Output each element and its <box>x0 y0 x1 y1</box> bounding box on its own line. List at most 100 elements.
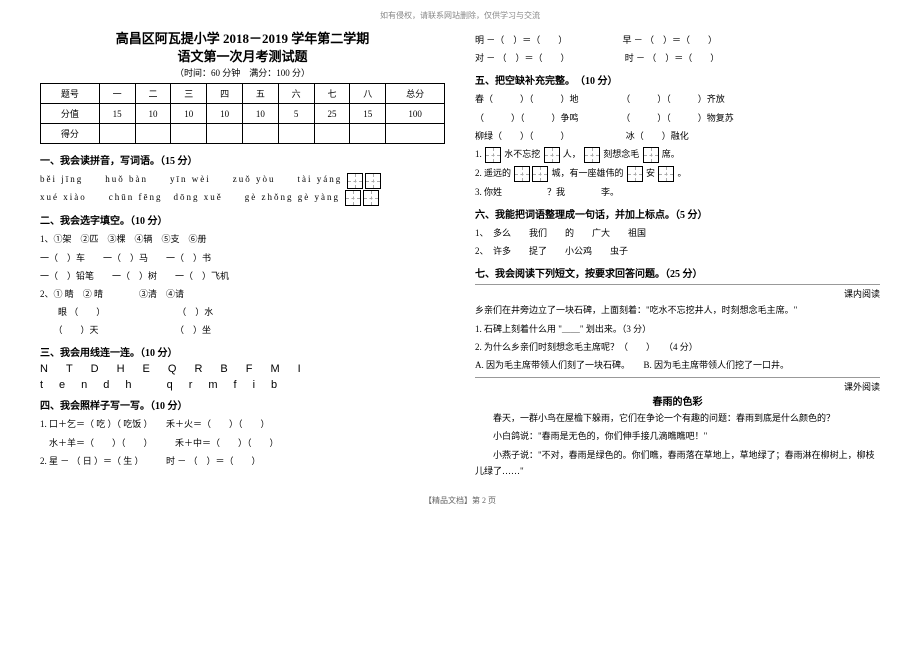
footer-text: 【精品文档】第 2 页 <box>0 495 920 506</box>
section-1-heading: 一、我会读拼音，写词语。（15 分） <box>40 152 445 167</box>
cell <box>278 124 314 144</box>
t: 。 <box>678 168 687 178</box>
inner-reading-label: 课内阅读 <box>475 284 880 300</box>
cell: 五 <box>242 84 278 104</box>
cell <box>135 124 171 144</box>
text-line: 水＋羊＝（ ）（ ） 禾＋中＝（ ）（ ） <box>40 435 445 451</box>
passage-line: 春天，一群小鸟在屋檐下躲雨，它们在争论一个有趣的问题：春雨到底是什么颜色的？ <box>475 410 880 426</box>
uppercase-row: NTDHEQRBFMI <box>40 363 445 375</box>
t: 安 <box>646 168 655 178</box>
text-line: 乡亲们在井旁边立了一块石碑，上面刻着："吃水不忘挖井人，时刻想念毛主席。" <box>475 302 880 318</box>
title-line2: 语文第一次月考测试题 <box>40 48 445 66</box>
page-container: 高昌区阿瓦提小学 2018－2019 学年第二学期 语文第一次月考测试题 （时间… <box>0 0 920 491</box>
fill-text: （ ）（ ）齐放 <box>626 94 725 104</box>
tianzi-box <box>532 166 548 182</box>
tianzi-box <box>514 166 530 182</box>
text-line: 3. 你姓 ？我 李。 <box>475 184 880 200</box>
text-line: 一（ ）车 一（ ）马 一（ ）书 <box>40 250 445 266</box>
table-row: 得分 <box>41 124 445 144</box>
cell <box>386 124 445 144</box>
cell: 10 <box>171 104 207 124</box>
cell: 三 <box>171 84 207 104</box>
section-2-heading: 二、我会选字填空。（10 分） <box>40 212 445 227</box>
section-3-heading: 三、我会用线连一连。（10 分） <box>40 344 445 359</box>
cell: 二 <box>135 84 171 104</box>
text-line: A. 因为毛主席带领人们刻了一块石碑。 B. 因为毛主席带领人们挖了一口井。 <box>475 357 880 373</box>
fill-text: 春（ ）（ ）地 <box>475 94 579 104</box>
pair-text: 明 －（ ）＝（ ） <box>475 32 567 48</box>
lowercase-row: tendh qrmfib <box>40 379 445 391</box>
outer-reading-label: 课外阅读 <box>475 377 880 393</box>
passage-line: 小白鸽说："春雨是无色的，你们伸手接几滴瞧瞧吧！" <box>475 428 880 444</box>
score-table: 题号 一 二 三 四 五 六 七 八 总分 分值 15 10 10 10 10 … <box>40 83 445 144</box>
cell: 15 <box>99 104 135 124</box>
passage-title: 春雨的色彩 <box>475 393 880 408</box>
cell <box>314 124 350 144</box>
section-7-heading: 七、我会阅读下列短文，按要求回答问题。（25 分） <box>475 265 880 280</box>
tianzi-box <box>643 147 659 163</box>
tianzi-box <box>344 189 380 206</box>
cell: 5 <box>278 104 314 124</box>
t: 人， <box>563 149 581 159</box>
text-line: 2. 为什么乡亲们时刻想念毛主席呢？（ ） （4 分） <box>475 339 880 355</box>
fill-text: 冰（ ）融化 <box>626 131 689 141</box>
pair-text: 早 － （ ）＝（ ） <box>623 32 718 48</box>
section-6-heading: 六、我能把词语整理成一句话，并加上标点。（5 分） <box>475 206 880 221</box>
tianzi-box <box>485 147 501 163</box>
cell: 10 <box>242 104 278 124</box>
text-line: 2、 许多 捉了 小公鸡 虫子 <box>475 243 880 259</box>
pinyin-line: běi jīng huǒ bàn yīn wèi zuǒ yòu tài yán… <box>40 171 445 188</box>
cell: 题号 <box>41 84 100 104</box>
cell <box>171 124 207 144</box>
table-row: 题号 一 二 三 四 五 六 七 八 总分 <box>41 84 445 104</box>
text-line: 1. 石碑上刻着什么用 "＿＿" 划出来。（3 分） <box>475 321 880 337</box>
passage-line: 小燕子说："不对，春雨是绿色的。你们瞧，春雨落在草地上，草地绿了；春雨淋在柳树上… <box>475 447 880 479</box>
tianzi-box <box>584 147 600 163</box>
t: 席。 <box>662 149 680 159</box>
left-column: 高昌区阿瓦提小学 2018－2019 学年第二学期 语文第一次月考测试题 （时间… <box>40 30 445 481</box>
cell: 10 <box>135 104 171 124</box>
pinyin-text: běi jīng huǒ bàn yīn wèi zuǒ yòu tài yán… <box>40 174 342 184</box>
cell: 25 <box>314 104 350 124</box>
text-line: 2. 星 － （ 日 ）＝（ 生 ） 时 － （ ）＝（ ） <box>40 453 445 469</box>
cell <box>99 124 135 144</box>
cell: 一 <box>99 84 135 104</box>
cell: 总分 <box>386 84 445 104</box>
cell: 分值 <box>41 104 100 124</box>
cell <box>350 124 386 144</box>
fill-text: （ ）（ ）争鸣 <box>475 113 579 123</box>
text-line: 1、 多么 我们 的 广大 祖国 <box>475 225 880 241</box>
t: 2. 遥远的 <box>475 168 511 178</box>
pinyin-text: xué xiào chūn fēng dōng xuě gè zhǒng gè … <box>40 192 340 202</box>
text-line: （ ）（ ）争鸣 （ ）（ ）物复苏 <box>475 110 880 126</box>
t: 水不忘挖 <box>504 149 540 159</box>
cell: 15 <box>350 104 386 124</box>
text-line: 柳绿（ ）（ ） 冰（ ）融化 <box>475 128 880 144</box>
fill-text: 柳绿（ ）（ ） <box>475 131 570 141</box>
pair-text: 时 － （ ）＝（ ） <box>625 50 720 66</box>
cell <box>242 124 278 144</box>
text-line: 1. 口＋乞＝（ 吃 ）（ 吃饭 ） 禾＋火＝（ ）（ ） <box>40 416 445 432</box>
subtitle: （时间：60 分钟 满分：100 分） <box>40 66 445 79</box>
text-line: 2、① 睛 ② 晴 ③清 ④请 <box>40 286 445 302</box>
t: 刻想念毛 <box>603 149 639 159</box>
text-line: 春（ ）（ ）地 （ ）（ ）齐放 <box>475 91 880 107</box>
section-5-heading: 五、把空缺补充完整。 （10 分） <box>475 72 880 87</box>
tianzi-box <box>346 172 382 189</box>
text-line: （ ）天 （ ）坐 <box>40 322 445 338</box>
pair-text: 对 － （ ）＝（ ） <box>475 50 570 66</box>
cell: 七 <box>314 84 350 104</box>
cell: 得分 <box>41 124 100 144</box>
text-line: 明 －（ ）＝（ ） 早 － （ ）＝（ ） <box>475 32 880 48</box>
title-line1: 高昌区阿瓦提小学 2018－2019 学年第二学期 <box>40 30 445 48</box>
text-line: 1、①架 ②匹 ③棵 ④辆 ⑤支 ⑥册 <box>40 231 445 247</box>
text-line: 一（ ）铅笔 一（ ）树 一（ ）飞机 <box>40 268 445 284</box>
tianzi-box <box>627 166 643 182</box>
t: 城，有一座雄伟的 <box>552 168 624 178</box>
text-line: 1. 水不忘挖 人， 刻想念毛 席。 <box>475 146 880 163</box>
right-column: 明 －（ ）＝（ ） 早 － （ ）＝（ ） 对 － （ ）＝（ ） 时 － （… <box>475 30 880 481</box>
pinyin-line: xué xiào chūn fēng dōng xuě gè zhǒng gè … <box>40 189 445 206</box>
cell: 八 <box>350 84 386 104</box>
cell: 10 <box>207 104 243 124</box>
section-4-heading: 四、我会照样子写一写。（10 分） <box>40 397 445 412</box>
